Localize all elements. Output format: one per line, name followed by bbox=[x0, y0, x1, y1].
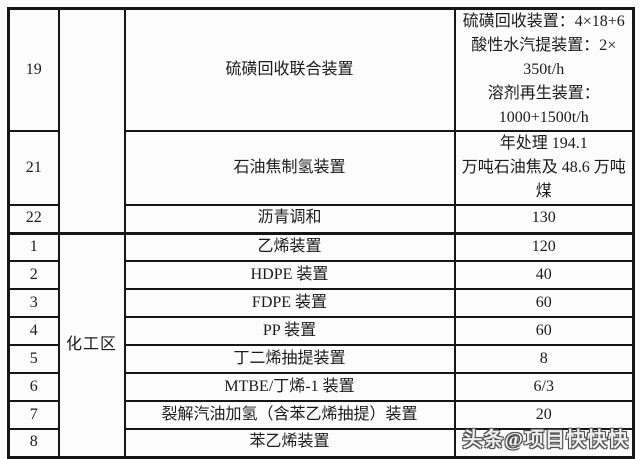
value-line: 硫磺回收装置：4×18+6 bbox=[462, 13, 625, 30]
value-cell: 60 bbox=[453, 316, 635, 346]
device-name: HDPE 装置 bbox=[250, 265, 329, 283]
row-number-cell: 8 bbox=[7, 428, 60, 458]
row-number-cell: 3 bbox=[7, 288, 60, 318]
row-number-cell: 6 bbox=[7, 372, 60, 402]
device-name: 硫磺回收联合装置 bbox=[225, 60, 354, 78]
device-name-cell: 硫磺回收联合装置 bbox=[123, 7, 456, 132]
device-name: 裂解汽油加氢（含苯乙烯抽提）装置 bbox=[161, 405, 418, 423]
value: 20 bbox=[535, 405, 552, 423]
table-row: 6 MTBE/丁烯-1 装置 6/3 bbox=[7, 372, 635, 402]
row-number: 8 bbox=[29, 433, 38, 451]
device-name-cell: 石油焦制氢装置 bbox=[123, 130, 456, 206]
row-number: 7 bbox=[29, 405, 38, 423]
table-row: 3 FDPE 装置 60 bbox=[7, 288, 635, 318]
device-name-cell: MTBE/丁烯-1 装置 bbox=[123, 372, 456, 402]
value-cell: 20 bbox=[453, 400, 635, 430]
row-number: 1 bbox=[29, 237, 38, 255]
device-name-cell: PP 装置 bbox=[123, 316, 456, 346]
table-row: 22 沥青调和 130 bbox=[7, 204, 635, 234]
row-number-cell: 21 bbox=[7, 130, 60, 206]
zone-label: 化工区 bbox=[65, 335, 117, 353]
value: 40 bbox=[535, 265, 552, 283]
table-row: 21 石油焦制氢装置 年处理 194.1 万吨石油焦及 48.6 万吨 煤 bbox=[7, 130, 635, 206]
value: 60 bbox=[535, 321, 552, 339]
row-number-cell: 4 bbox=[7, 316, 60, 346]
device-name-cell: HDPE 装置 bbox=[123, 260, 456, 290]
value-cell: 8 bbox=[453, 344, 635, 374]
value: 8 bbox=[539, 349, 548, 367]
row-number-cell: 5 bbox=[7, 344, 60, 374]
device-name-cell: 苯乙烯装置 bbox=[123, 428, 456, 458]
row-number-cell: 1 bbox=[7, 231, 60, 262]
table-row: 7 裂解汽油加氢（含苯乙烯抽提）装置 20 bbox=[7, 400, 635, 430]
value-cell: 6/3 bbox=[453, 372, 635, 402]
row-number: 4 bbox=[29, 321, 38, 339]
device-name: 丁二烯抽提装置 bbox=[233, 349, 346, 367]
value: 60 bbox=[535, 293, 552, 311]
device-name-cell: 沥青调和 bbox=[123, 204, 456, 234]
value-cell: 硫磺回收装置：4×18+6 酸性水汽提装置：2× 350t/h 溶剂再生装置： … bbox=[453, 7, 635, 132]
value: 130 bbox=[531, 209, 556, 227]
row-number: 6 bbox=[29, 377, 38, 395]
value-cell: 年处理 194.1 万吨石油焦及 48.6 万吨 煤 bbox=[453, 130, 635, 206]
row-number-cell: 2 bbox=[7, 260, 60, 290]
row-number-cell: 22 bbox=[7, 204, 60, 234]
device-name: PP 装置 bbox=[262, 321, 317, 339]
device-name-cell: 丁二烯抽提装置 bbox=[123, 344, 456, 374]
table-row: 2 HDPE 装置 40 bbox=[7, 260, 635, 290]
value-line: 溶剂再生装置： bbox=[487, 85, 600, 102]
device-name: FDPE 装置 bbox=[251, 293, 328, 311]
value-line: 万吨石油焦及 48.6 万吨 bbox=[461, 159, 626, 176]
row-number: 5 bbox=[29, 349, 38, 367]
value-line: 年处理 194.1 bbox=[499, 135, 588, 152]
value-cell: 60 bbox=[453, 288, 635, 318]
row-number: 2 bbox=[29, 265, 38, 283]
value-cell: 40 bbox=[453, 260, 635, 290]
table-row: 1 化工区 乙烯装置 120 bbox=[7, 231, 635, 458]
value-line: 煤 bbox=[535, 183, 552, 200]
value: 6/3 bbox=[533, 377, 554, 395]
device-name: MTBE/丁烯-1 装置 bbox=[224, 377, 355, 395]
row-number: 21 bbox=[25, 158, 42, 176]
value: 120 bbox=[531, 237, 556, 255]
value-line: 350t/h bbox=[523, 61, 565, 78]
value-cell: 120 bbox=[453, 231, 635, 262]
table-row: 4 PP 装置 60 bbox=[7, 316, 635, 346]
device-name: 乙烯装置 bbox=[257, 237, 322, 255]
table-row: 19 硫磺回收联合装置 硫磺回收装置：4×18+6 酸性水汽提装置：2× 350… bbox=[7, 7, 635, 234]
device-name: 沥青调和 bbox=[257, 209, 322, 227]
device-name-cell: 裂解汽油加氢（含苯乙烯抽提）装置 bbox=[123, 400, 456, 430]
toutiao-watermark: 头条@项目快快快 bbox=[462, 429, 629, 451]
row-number: 19 bbox=[25, 60, 42, 78]
device-name: 苯乙烯装置 bbox=[249, 433, 330, 451]
row-number: 22 bbox=[25, 209, 42, 227]
zone-cell-chemical: 化工区 bbox=[57, 231, 126, 458]
table-row: 5 丁二烯抽提装置 8 bbox=[7, 344, 635, 374]
row-number-cell: 19 bbox=[7, 7, 60, 132]
value-line: 酸性水汽提装置：2× bbox=[471, 37, 617, 54]
device-name-cell: 乙烯装置 bbox=[123, 231, 456, 262]
device-name-cell: FDPE 装置 bbox=[123, 288, 456, 318]
value-line: 1000+1500t/h bbox=[498, 109, 589, 126]
row-number: 3 bbox=[29, 293, 38, 311]
value-cell: 130 bbox=[453, 204, 635, 234]
zone-cell-upper bbox=[57, 7, 126, 234]
row-number-cell: 7 bbox=[7, 400, 60, 430]
device-name: 石油焦制氢装置 bbox=[233, 158, 346, 176]
plant-capacity-table: 19 硫磺回收联合装置 硫磺回收装置：4×18+6 酸性水汽提装置：2× 350… bbox=[7, 7, 635, 459]
